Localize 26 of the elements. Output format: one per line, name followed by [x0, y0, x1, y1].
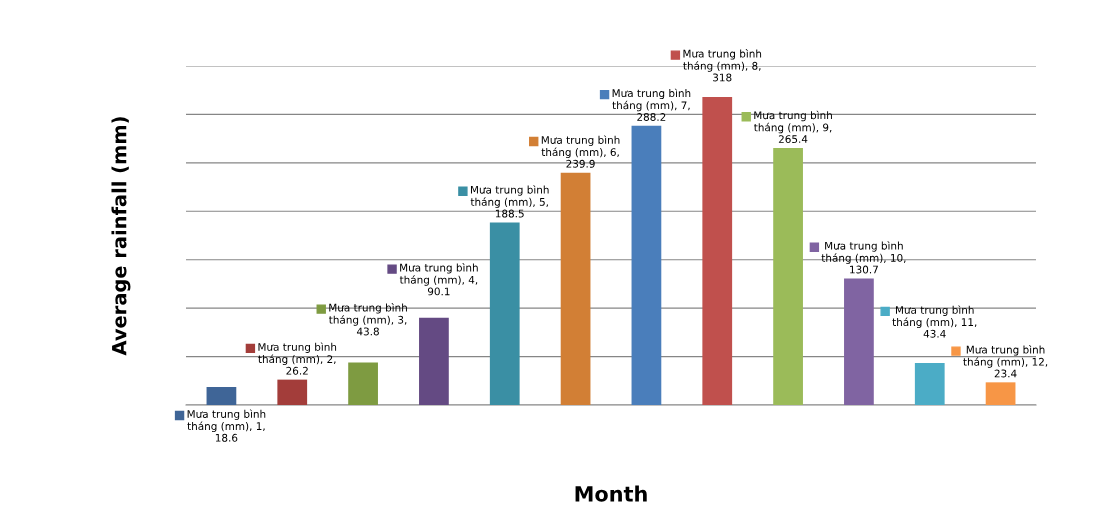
- bar: [631, 125, 662, 405]
- data-label: Mưa trung bình tháng (mm), 3, 43.8: [329, 303, 407, 336]
- y-axis-title: Average rainfall (mm): [111, 117, 131, 356]
- bar: [914, 362, 945, 405]
- bar: [985, 382, 1016, 405]
- data-label: Mưa trung bình tháng (mm), 5, 188.5: [470, 185, 549, 218]
- bar: [348, 362, 378, 405]
- bar: [773, 147, 803, 405]
- data-label: Mưa trung bình tháng (mm), 6, 239.9: [541, 135, 620, 168]
- data-label: Mưa trung bình tháng (mm), 9, 265.4: [754, 110, 832, 144]
- x-axis-title: Month: [575, 485, 647, 502]
- data-label: Mưa trung bình tháng (mm), 4, 90.1: [399, 263, 478, 296]
- data-label: Mưa trung bình tháng (mm), 2, 26.2: [258, 342, 337, 375]
- data-label: Mưa trung bình tháng (mm), 10, 130.7: [821, 241, 906, 274]
- data-label: Mưa trung bình tháng (mm), 1, 18.6: [187, 409, 266, 442]
- bar: [844, 278, 874, 405]
- data-label: Mưa trung bình tháng (mm), 12, 23.4: [963, 345, 1048, 378]
- bar: [419, 317, 449, 405]
- data-label: Mưa trung bình tháng (mm), 8, 318: [683, 49, 762, 82]
- bar: [702, 96, 733, 405]
- bar: [560, 172, 591, 405]
- bar: [277, 379, 308, 405]
- data-label: Mưa trung bình tháng (mm), 7, 288.2: [612, 88, 691, 121]
- data-label: Mưa trung bình tháng (mm), 11, 43.4: [892, 305, 977, 338]
- bar: [206, 386, 237, 405]
- bar: [489, 222, 520, 405]
